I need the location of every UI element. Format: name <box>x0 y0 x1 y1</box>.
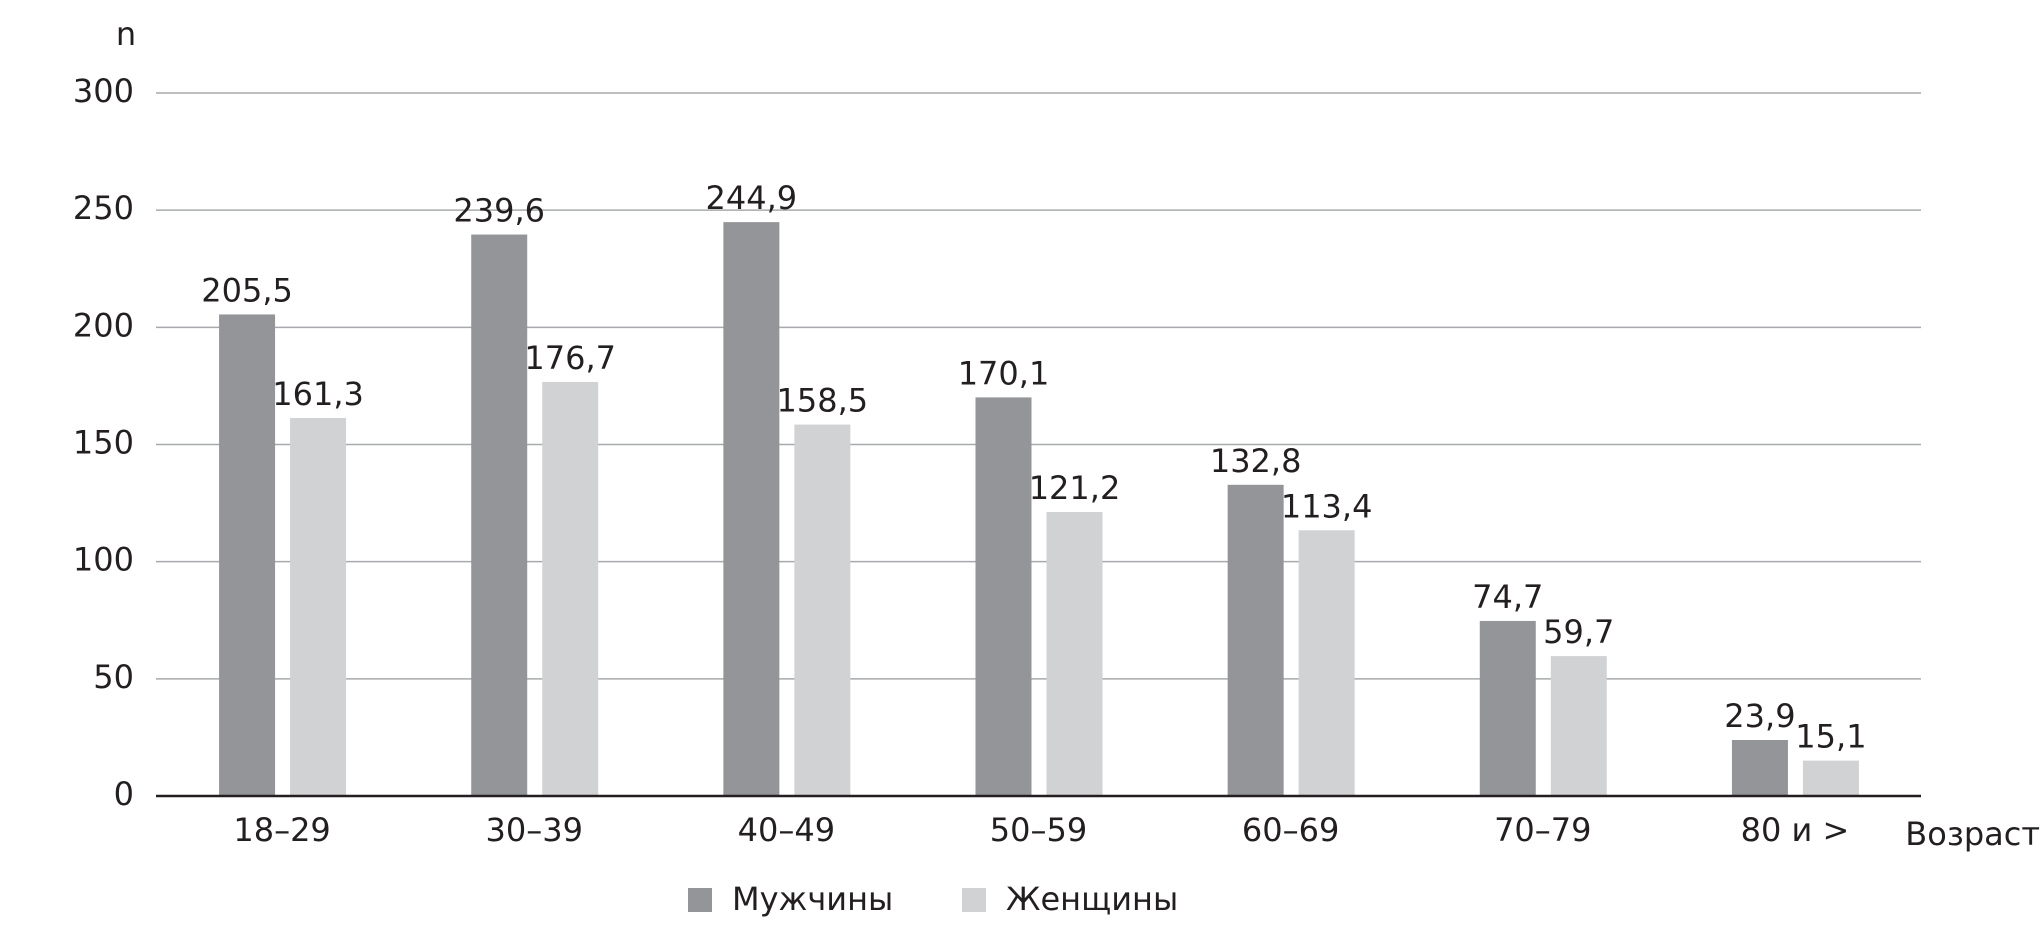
value-label: 205,5 <box>201 271 293 309</box>
bar <box>471 234 528 796</box>
bar <box>975 397 1032 796</box>
value-label: 244,9 <box>706 179 798 217</box>
x-tick-label: 40–49 <box>738 811 835 849</box>
value-label: 15,1 <box>1795 718 1866 756</box>
value-label: 113,4 <box>1281 487 1373 525</box>
y-tick-label: 300 <box>73 72 134 110</box>
bar <box>1227 484 1284 796</box>
bar <box>1479 620 1536 796</box>
value-label: 239,6 <box>453 192 545 230</box>
x-axis-label: Возраст <box>1905 815 2040 853</box>
legend-swatch <box>688 888 712 912</box>
bar <box>219 314 276 796</box>
value-label: 59,7 <box>1543 613 1614 651</box>
y-tick-label: 100 <box>73 541 134 579</box>
value-label: 161,3 <box>272 375 364 413</box>
value-label: 170,1 <box>958 354 1050 392</box>
bar <box>1550 656 1607 796</box>
y-tick-label: 200 <box>73 306 134 344</box>
value-label: 121,2 <box>1029 469 1121 507</box>
bar <box>794 424 851 796</box>
y-axis-label: n <box>116 15 136 53</box>
bar <box>1298 530 1355 796</box>
value-label: 74,7 <box>1472 578 1543 616</box>
bar <box>1802 760 1859 796</box>
bar <box>290 418 347 796</box>
y-tick-label: 50 <box>93 658 134 696</box>
value-label: 176,7 <box>524 339 616 377</box>
x-tick-label: 30–39 <box>485 811 582 849</box>
x-tick-label: 70–79 <box>1494 811 1591 849</box>
value-label: 23,9 <box>1724 697 1795 735</box>
legend-swatch <box>962 888 986 912</box>
bar <box>723 222 780 796</box>
y-tick-label: 150 <box>73 424 134 462</box>
bar <box>1731 739 1788 796</box>
x-tick-label: 60–69 <box>1242 811 1339 849</box>
y-tick-label: 0 <box>114 775 134 813</box>
x-tick-label: 18–29 <box>233 811 330 849</box>
legend-label: Женщины <box>1006 880 1178 918</box>
value-label: 158,5 <box>777 382 869 420</box>
value-label: 132,8 <box>1210 442 1302 480</box>
bar <box>542 381 599 796</box>
bar <box>1046 511 1103 796</box>
y-tick-label: 250 <box>73 189 134 227</box>
x-tick-label: 80 и > <box>1741 811 1850 849</box>
x-tick-label: 50–59 <box>990 811 1087 849</box>
legend-label: Мужчины <box>732 880 893 918</box>
